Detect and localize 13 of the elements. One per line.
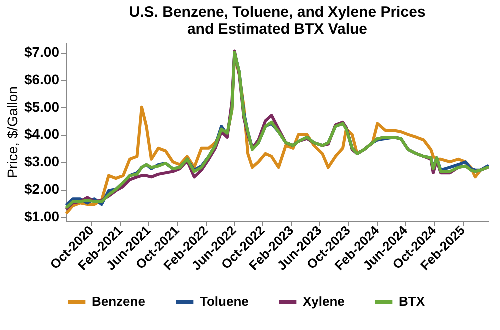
legend-label: Toluene	[200, 294, 249, 309]
y-axis-title: Price, $/Gallon	[4, 86, 20, 178]
y-tick-label: $4.00	[24, 126, 60, 142]
legend-label: Benzene	[92, 294, 146, 309]
y-tick-label: $1.00	[24, 208, 60, 224]
legend-label: Xylene	[303, 294, 345, 309]
y-tick-label: $7.00	[24, 44, 60, 60]
y-tick-label: $3.00	[24, 154, 60, 170]
chart-title: U.S. Benzene, Toluene, and Xylene Prices and Estimated BTX Value	[129, 4, 426, 38]
y-tick-label: $6.00	[24, 71, 60, 88]
y-tick-label: $5.00	[24, 98, 60, 115]
legend-label: BTX	[399, 294, 426, 309]
y-tick-label: $2.00	[24, 181, 60, 198]
